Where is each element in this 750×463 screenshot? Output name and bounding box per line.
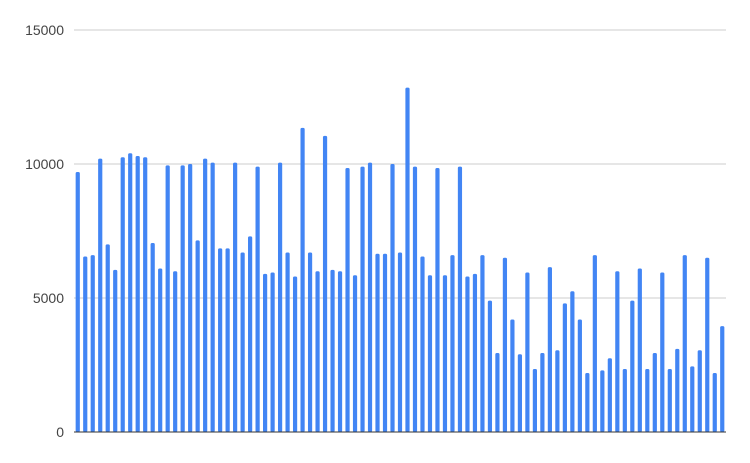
y-tick-label: 5000	[33, 290, 64, 306]
bar	[135, 155, 140, 432]
bar	[570, 291, 575, 432]
bar	[300, 127, 305, 432]
bar	[502, 257, 508, 432]
bar	[585, 373, 590, 432]
bar	[465, 276, 470, 432]
bar	[285, 252, 290, 432]
bar	[412, 166, 418, 432]
bar	[270, 272, 275, 432]
bar	[607, 358, 612, 432]
bar	[128, 153, 133, 432]
bar	[532, 369, 537, 432]
y-tick-label: 0	[56, 424, 64, 440]
bar	[367, 162, 373, 432]
bar	[345, 168, 350, 432]
bar	[120, 157, 125, 433]
bar	[592, 255, 597, 432]
bar	[255, 166, 260, 432]
y-axis-tick-labels: 0 5000 10000 15000	[25, 22, 64, 440]
bar	[188, 164, 193, 432]
bar	[720, 326, 725, 432]
bar	[390, 164, 395, 432]
bar	[495, 352, 500, 432]
bar	[337, 271, 343, 432]
bar	[397, 252, 403, 432]
bar	[180, 165, 185, 432]
bar	[675, 348, 680, 432]
bar	[435, 168, 440, 432]
bar	[105, 244, 110, 432]
bar	[173, 271, 178, 432]
bar	[218, 248, 223, 432]
bar	[517, 354, 523, 432]
bar	[263, 273, 268, 432]
bar	[165, 165, 170, 432]
y-tick-label: 15000	[25, 22, 64, 38]
bar	[90, 255, 95, 432]
bar	[450, 255, 455, 432]
bar	[98, 158, 103, 432]
bar	[83, 256, 88, 432]
bar	[615, 271, 620, 432]
bar	[645, 369, 650, 432]
bar	[158, 268, 163, 432]
bar	[330, 269, 335, 432]
bar	[652, 352, 657, 432]
bar	[637, 268, 642, 432]
bar	[487, 300, 493, 432]
bar	[233, 162, 238, 432]
bar	[600, 370, 605, 432]
bar	[442, 275, 448, 432]
bar	[315, 271, 320, 432]
bar	[240, 252, 245, 432]
bar	[427, 275, 433, 432]
bar	[547, 267, 552, 432]
bar	[555, 350, 560, 432]
y-tick-label: 10000	[25, 156, 64, 172]
bar	[352, 275, 358, 432]
bar	[143, 157, 148, 433]
bar	[540, 352, 545, 432]
bar	[577, 319, 582, 432]
bar	[660, 272, 665, 432]
bar	[510, 319, 515, 432]
bar	[322, 135, 328, 433]
bar	[292, 276, 298, 432]
bar	[525, 272, 530, 432]
bar	[480, 255, 485, 432]
bar	[225, 248, 230, 432]
bar	[690, 366, 695, 432]
bar	[382, 253, 388, 432]
bar	[667, 369, 672, 432]
bar	[457, 166, 463, 432]
bar	[360, 166, 365, 432]
bar	[375, 253, 380, 432]
bar	[150, 243, 155, 432]
bar	[682, 255, 687, 432]
bar	[203, 158, 208, 432]
bar	[420, 256, 425, 432]
bar	[697, 350, 702, 432]
bar	[630, 300, 635, 432]
bar	[248, 236, 253, 432]
bar	[195, 240, 200, 432]
bar	[210, 162, 215, 432]
bar	[75, 172, 80, 433]
bar	[405, 87, 410, 433]
bar	[113, 269, 118, 432]
bar	[562, 303, 567, 432]
bar	[472, 273, 478, 432]
bar	[277, 162, 283, 432]
bar	[705, 257, 710, 432]
bar	[622, 369, 627, 432]
bar	[712, 373, 717, 432]
bar-series	[75, 87, 725, 433]
bar	[307, 252, 313, 432]
